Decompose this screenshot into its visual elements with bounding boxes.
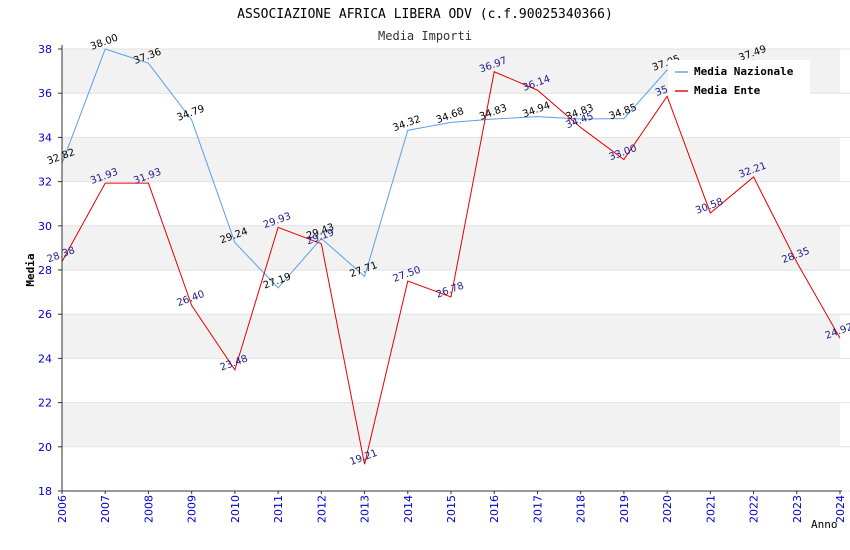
series-line-0 [61,48,754,289]
x-tick-label: 2013 [359,495,372,523]
x-tick-label: 2012 [315,495,328,523]
x-tick-label: 2007 [99,495,112,523]
x-tick-label: 2019 [618,495,631,523]
data-label: 34.79 [175,104,206,124]
data-label: 27.19 [262,271,293,291]
x-tick-label: 2008 [142,495,155,523]
data-label: 26.78 [435,281,466,301]
data-label: 34.32 [392,114,423,134]
grid-band [62,137,840,182]
y-tick-label: 26 [38,308,52,321]
series-lines [61,48,841,465]
y-tick-label: 28 [38,264,52,277]
data-label: 34.83 [478,103,509,123]
x-tick-label: 2017 [531,495,544,523]
x-tick-label: 2010 [229,495,242,523]
x-tick-label: 2021 [704,495,717,523]
legend-label-nazionale: Media Nazionale [694,65,794,78]
legend: Media Nazionale Media Ente [668,60,810,97]
data-label: 34.85 [608,102,639,122]
data-label: 34.68 [435,106,466,126]
x-axis-label: Anno [811,518,838,531]
y-tick-label: 22 [38,397,52,410]
y-tick-label: 36 [38,87,52,100]
series-line-1 [61,71,841,465]
grid-band [62,314,840,359]
x-tick-label: 2024 [834,495,847,523]
x-tick-label: 2006 [56,495,69,523]
chart-title: ASSOCIAZIONE AFRICA LIBERA ODV (c.f.9002… [237,7,613,22]
data-label: 30.58 [694,197,725,217]
y-tick-label: 34 [38,131,52,144]
legend-label-ente: Media Ente [694,84,761,97]
x-tick-label: 2011 [272,495,285,523]
y-tick-label: 24 [38,352,52,365]
x-tick-label: 2015 [445,495,458,523]
y-tick-label: 38 [38,43,52,56]
x-tick-label: 2014 [402,495,415,523]
y-tick-label: 30 [38,220,52,233]
legend-background [668,60,810,96]
x-tick-label: 2016 [488,495,501,523]
x-tick-label: 2020 [661,495,674,523]
x-tick-label: 2018 [575,495,588,523]
grid-band [62,225,840,270]
y-axis-label: Media [24,253,37,286]
x-tick-label: 2022 [748,495,761,523]
grid-band [62,402,840,447]
chart-subtitle: Media Importi [378,29,472,43]
x-tick-label: 2009 [186,495,199,523]
x-tick-label: 2023 [791,495,804,523]
y-tick-label: 18 [38,485,52,498]
y-tick-label: 20 [38,441,52,454]
plot-background-bands [62,49,840,447]
data-label: 19.21 [348,448,379,468]
y-tick-label: 32 [38,176,52,189]
data-label: 26.40 [175,289,206,309]
